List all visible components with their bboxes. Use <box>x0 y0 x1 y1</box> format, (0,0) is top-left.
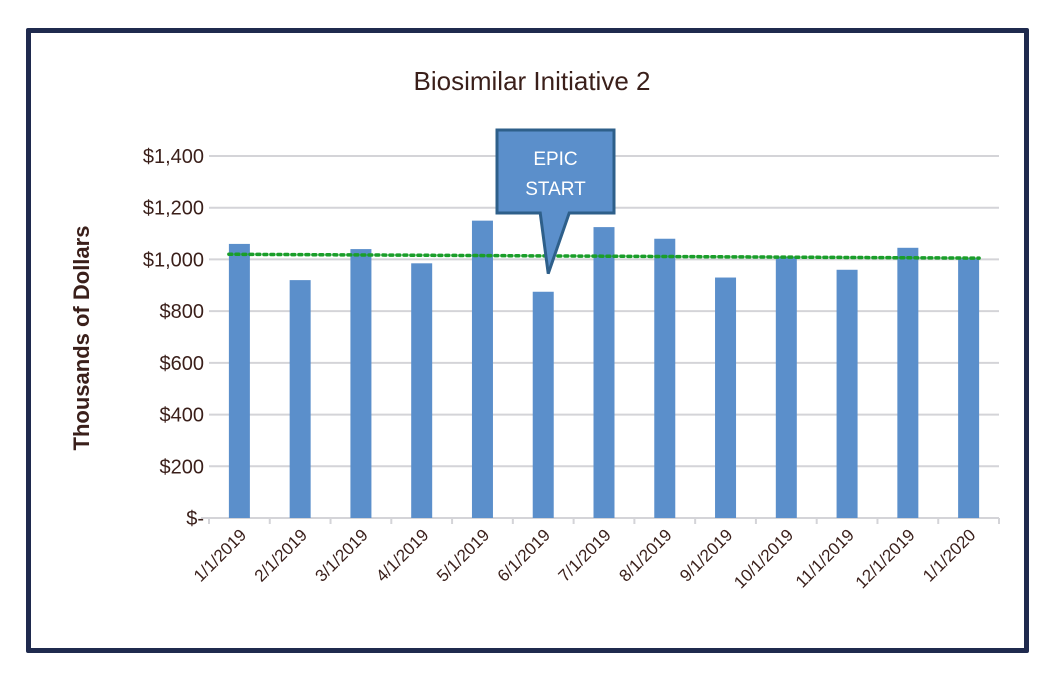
y-tick-label: $1,400 <box>143 146 204 168</box>
y-tick-label: $- <box>186 508 204 530</box>
x-tick-label: 7/1/2019 <box>555 525 615 585</box>
callout-shape <box>495 128 616 275</box>
bar-9/1/2019 <box>715 277 737 518</box>
bar-10/1/2019 <box>775 256 797 518</box>
bar-6/1/2019 <box>532 291 554 518</box>
y-tick-label: $400 <box>160 405 205 427</box>
bar-12/1/2019 <box>897 247 919 519</box>
x-tick-label: 1/1/2020 <box>919 525 979 585</box>
bar-11/1/2019 <box>836 269 858 518</box>
y-tick-label: $200 <box>160 456 205 478</box>
callout-line-2: START <box>525 179 586 200</box>
x-tick-label: 11/1/2019 <box>792 525 858 591</box>
x-tick-label: 2/1/2019 <box>251 525 311 585</box>
x-tick-label: 4/1/2019 <box>372 525 432 585</box>
y-axis-label: Thousands of Dollars <box>69 226 94 451</box>
chart-frame: Biosimilar Initiative 2 $- $200 $400 $600 $8… <box>26 28 1029 653</box>
y-tick-label: $1,000 <box>143 249 204 271</box>
bar-2/1/2019 <box>289 280 311 518</box>
x-axis-ticks: 1/1/2019 2/1/2019 3/1/2019 4/1/2019 5/1/2019… <box>190 525 979 592</box>
bar-5/1/2019 <box>471 220 493 518</box>
x-tick-label: 1/1/2019 <box>190 525 250 585</box>
bar-4/1/2019 <box>411 263 433 518</box>
bar-8/1/2019 <box>654 238 676 518</box>
epic-start-callout: EPIC START <box>495 128 616 275</box>
trendline <box>227 252 981 260</box>
x-tick-label: 10/1/2019 <box>730 525 797 592</box>
bar-7/1/2019 <box>593 227 615 518</box>
x-tick-label: 9/1/2019 <box>676 525 736 585</box>
y-tick-label: $1,200 <box>143 198 204 220</box>
x-tick-label: 5/1/2019 <box>433 525 493 585</box>
bar-chart: Biosimilar Initiative 2 $- $200 $400 $600 $8… <box>69 66 1000 592</box>
callout-line-1: EPIC <box>533 149 577 170</box>
y-axis-ticks: $- $200 $400 $600 $800 $1,000 $1,200 $1,400 <box>143 146 204 530</box>
bar-1/1/2019 <box>228 243 250 518</box>
x-tick-label: 6/1/2019 <box>494 525 554 585</box>
y-tick-label: $800 <box>160 301 205 323</box>
trendline-dotted <box>227 252 981 260</box>
x-tick-label: 12/1/2019 <box>852 525 919 592</box>
x-tick-label: 8/1/2019 <box>615 525 675 585</box>
bar-3/1/2019 <box>350 249 372 519</box>
x-tick-label: 3/1/2019 <box>312 525 372 585</box>
bar-series <box>228 220 980 519</box>
bar-1/1/2020 <box>958 258 980 518</box>
chart-title: Biosimilar Initiative 2 <box>414 66 651 96</box>
y-tick-label: $600 <box>160 353 205 375</box>
